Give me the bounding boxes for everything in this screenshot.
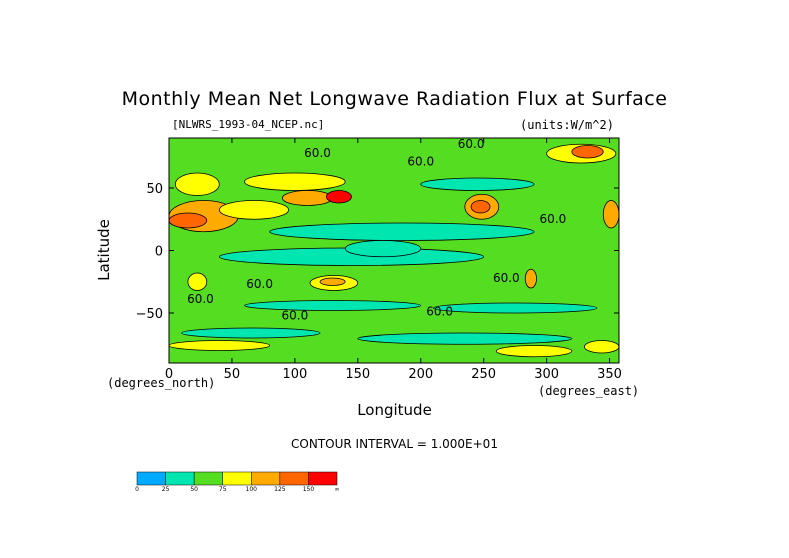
y-tick-label: −50 — [136, 307, 163, 322]
colorbar-swatch — [279, 471, 309, 486]
colorbar-swatch — [222, 471, 252, 486]
contour-label: 60.0 — [246, 277, 273, 291]
y-axis-units: (degrees_north) — [107, 376, 216, 390]
x-tick-label: 0 — [165, 367, 173, 382]
colorbar-swatch — [308, 471, 338, 486]
heatmap-region — [357, 332, 573, 345]
heatmap-field — [169, 138, 619, 363]
colorbar-swatch — [251, 471, 281, 486]
heatmap-region — [181, 327, 321, 339]
y-tick-label: 50 — [146, 182, 163, 197]
heatmap-region — [169, 212, 208, 229]
heatmap-region — [571, 145, 604, 159]
heatmap-region — [583, 340, 619, 354]
contour-label: 60.0 — [187, 292, 214, 306]
colorbar-label: 150 — [303, 486, 315, 493]
contour-label: 60.0 — [493, 271, 520, 285]
heatmap-region — [269, 222, 535, 241]
heatmap-region — [174, 172, 220, 196]
heatmap-region — [325, 190, 352, 204]
x-tick-label: 250 — [471, 367, 496, 382]
contour-label: 60.0 — [426, 305, 453, 319]
heatmap-region — [281, 190, 334, 206]
colorbar-label: 0 — [135, 486, 139, 493]
contour-label: 60.0 — [282, 308, 309, 322]
heatmap-region — [244, 172, 346, 191]
heatmap-region — [344, 240, 422, 258]
heatmap-region — [495, 345, 573, 358]
colorbar-label: 25 — [162, 486, 170, 493]
units-label: (units:W/m^2) — [520, 118, 614, 132]
x-axis-label: Longitude — [357, 401, 432, 419]
x-tick-label: 150 — [345, 367, 370, 382]
x-tick-label: 50 — [224, 367, 241, 382]
y-tick-label: 0 — [155, 245, 163, 260]
contour-label: 60.0 — [540, 212, 567, 226]
heatmap-region — [319, 277, 346, 286]
colorbar-label: 125 — [274, 486, 286, 493]
contour-label: 60.0 — [304, 146, 331, 160]
x-tick-label: 350 — [597, 367, 622, 382]
contour-interval-label: CONTOUR INTERVAL = 1.000E+01 — [291, 437, 498, 451]
contour-label: 60.0 — [458, 137, 485, 151]
colorbar-label: 75 — [219, 486, 227, 493]
colorbar-swatch — [136, 471, 166, 486]
x-tick-label: 200 — [408, 367, 433, 382]
heatmap-region — [470, 200, 491, 214]
heatmap-region — [524, 268, 537, 289]
heatmap-region — [420, 177, 535, 191]
heatmap-region — [602, 200, 619, 229]
contour-label: 60.0 — [407, 155, 434, 169]
colorbar-label: 50 — [190, 486, 198, 493]
heatmap-region — [187, 272, 208, 291]
x-tick-label: 100 — [282, 367, 307, 382]
heatmap-region — [244, 300, 422, 311]
heatmap-region — [169, 340, 271, 351]
colorbar-swatch — [193, 471, 223, 486]
x-tick-label: 300 — [534, 367, 559, 382]
heatmap-region — [432, 302, 598, 314]
colorbar-label: ∞ — [335, 486, 340, 493]
x-axis-units: (degrees_east) — [538, 384, 640, 398]
chart-title: Monthly Mean Net Longwave Radiation Flux… — [121, 88, 668, 110]
colorbar-swatch — [165, 471, 195, 486]
heatmap-region — [218, 200, 289, 220]
colorbar-label: 100 — [246, 486, 258, 493]
file-label: [NLWRS_1993-04_NCEP.nc] — [172, 118, 325, 131]
